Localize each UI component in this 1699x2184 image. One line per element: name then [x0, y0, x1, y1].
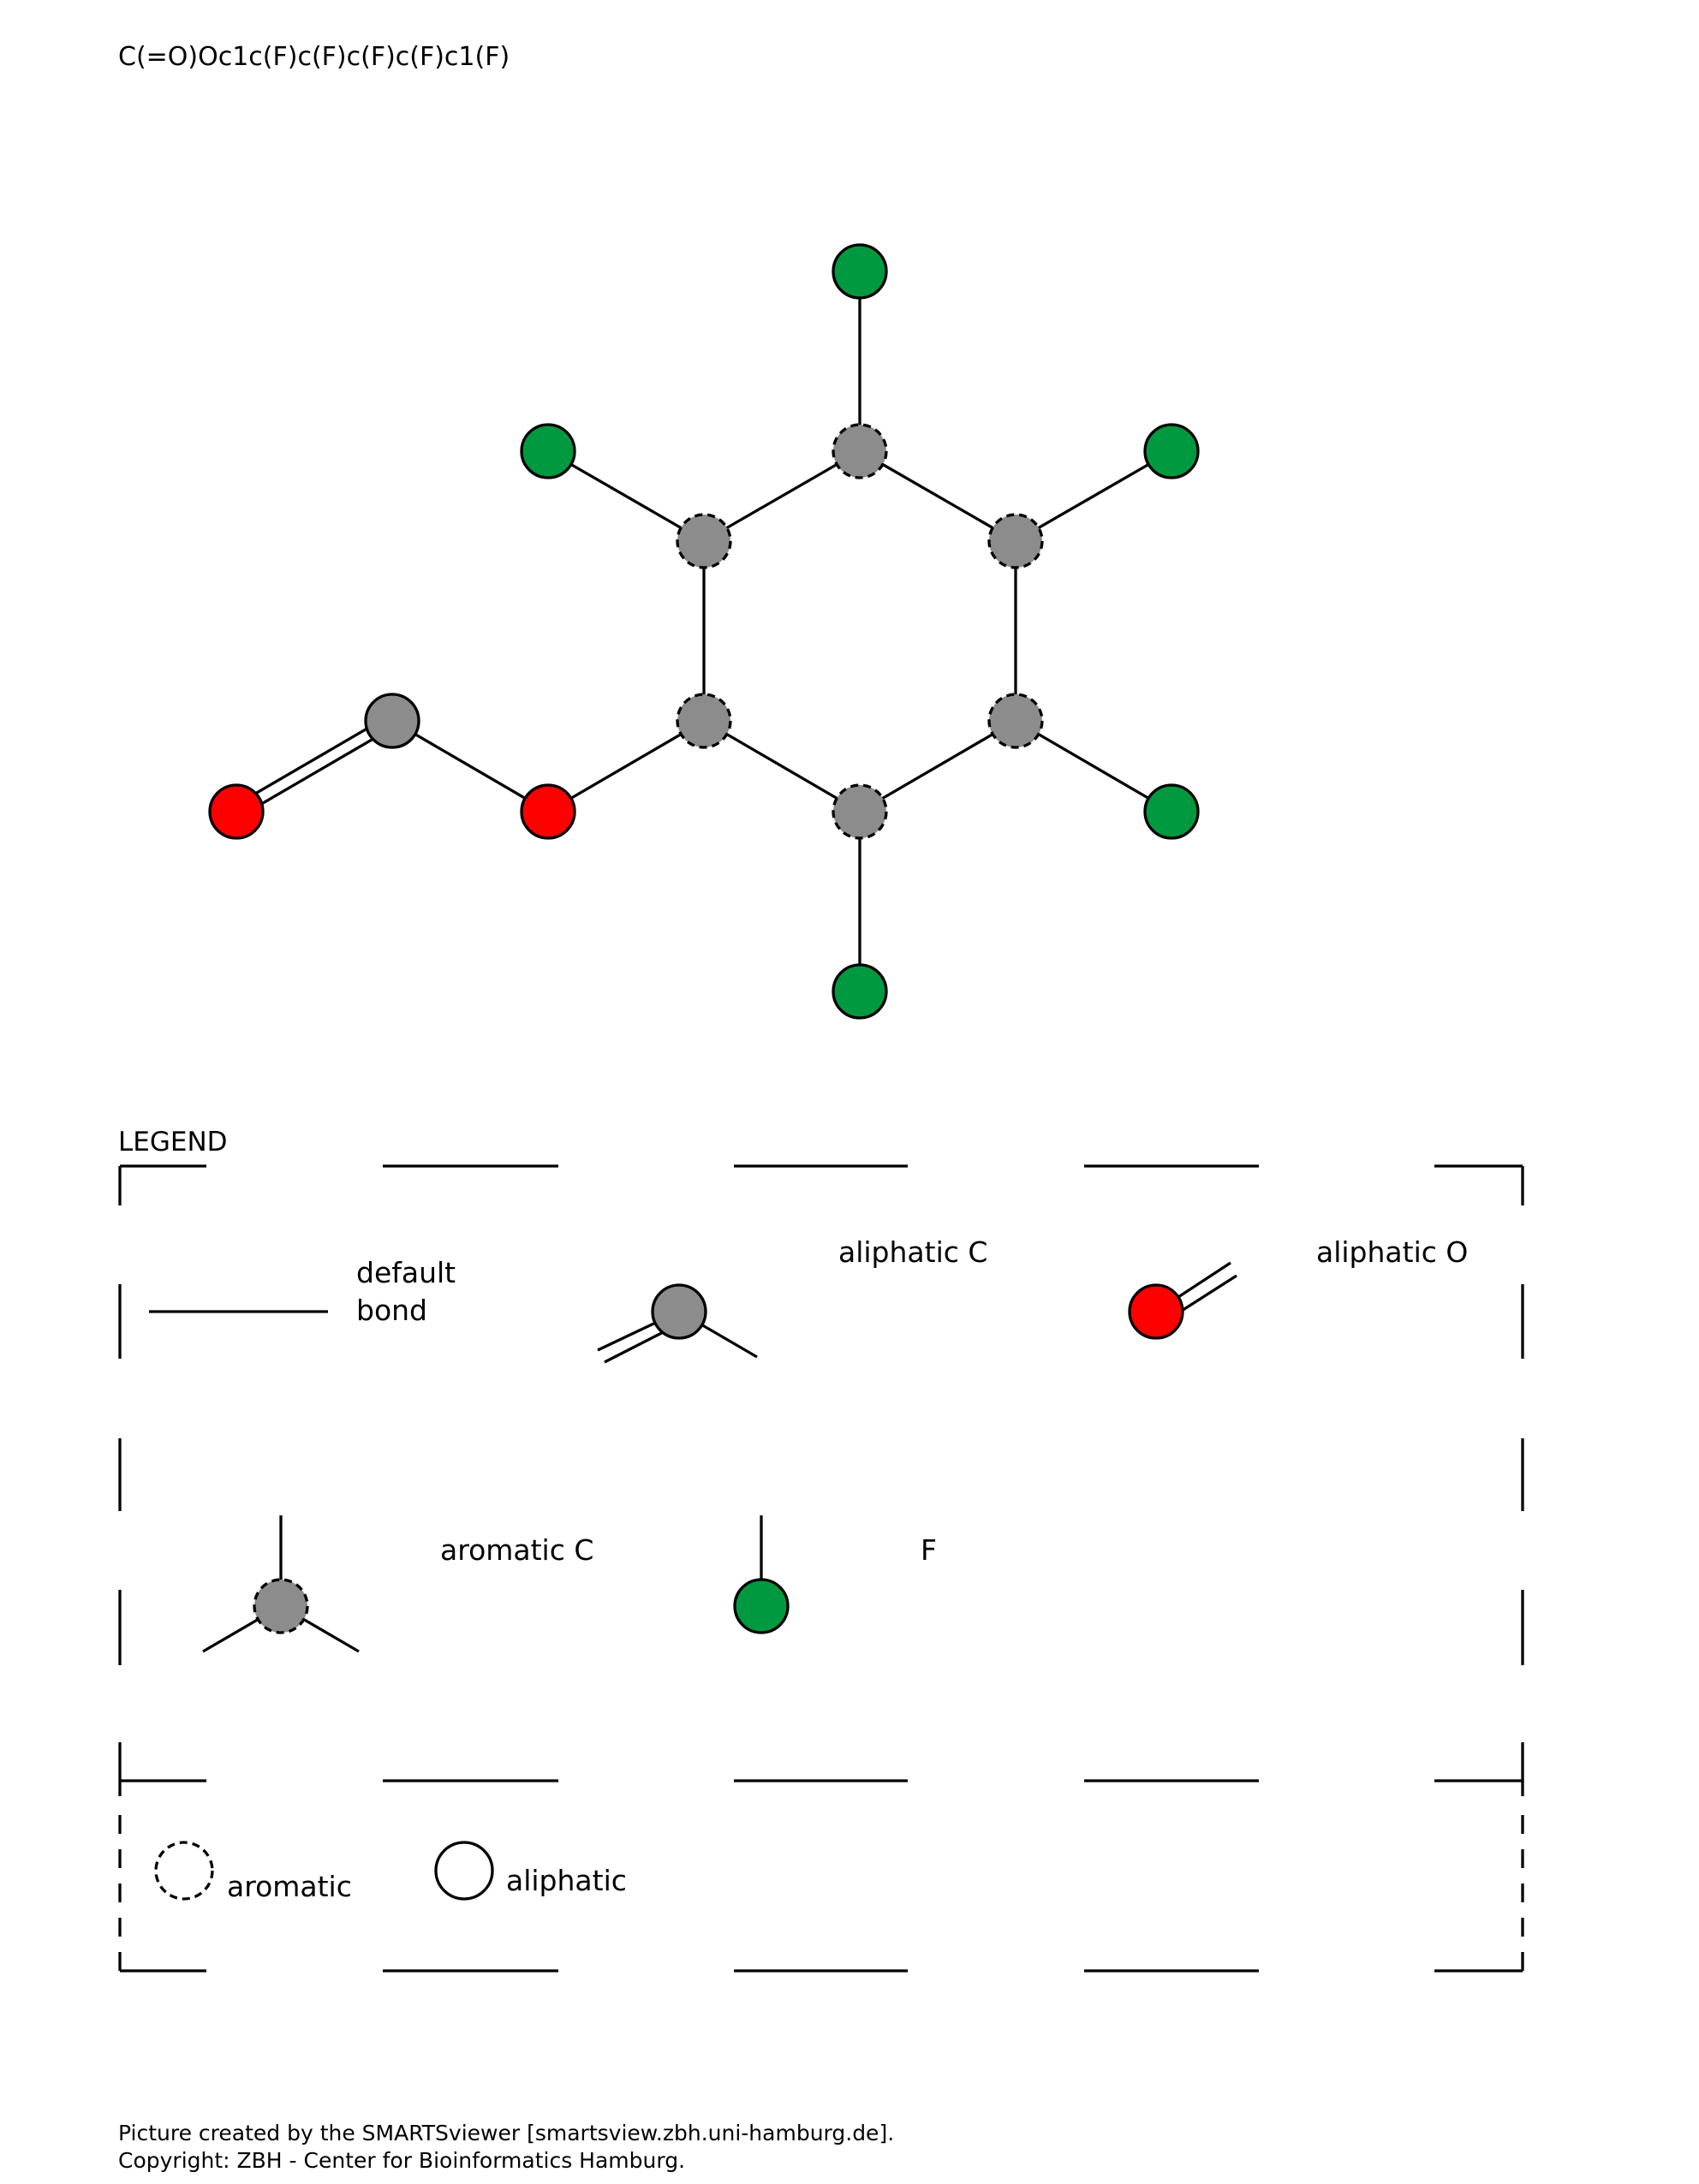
aromatic-carbon-atom-a5 [987, 693, 1044, 749]
legend-item-aliphatic-oxygen: aliphatic O [1128, 1235, 1468, 1340]
legend-aromatic-dashed-circle [154, 1841, 214, 1901]
bond-a5-F4 [1015, 719, 1172, 813]
legend-item-aliphatic-carbon: aliphatic C [597, 1235, 987, 1364]
bond-a4-F3 [1015, 449, 1172, 543]
legend-fluorine-atom [733, 1578, 790, 1634]
legend-item-fluorine: F [733, 1515, 937, 1634]
legend-aromatic-style-label: aromatic [227, 1870, 352, 1903]
bond-a3-a4 [859, 449, 1016, 543]
bond-C1-O2 [391, 719, 549, 813]
legend-title: LEGEND [118, 1127, 228, 1157]
molecule-graph [208, 243, 1200, 1020]
aliphatic-fluorine-atom-F3 [1143, 423, 1200, 479]
legend-aromatic-carbon-atom [253, 1578, 309, 1634]
molecule-atoms [208, 243, 1200, 1020]
bond-O2-a1 [547, 719, 705, 813]
bond-a2-a3 [703, 449, 861, 543]
legend-aliphatic-solid-circle [434, 1841, 494, 1901]
aromatic-carbon-atom-a6 [832, 783, 888, 840]
legend-aliphatic-oxygen-atom [1128, 1283, 1184, 1340]
legend: LEGEND default bond aliphatic C aliphati… [118, 1127, 1524, 1973]
legend-item-aliphatic-style: aliphatic [434, 1841, 627, 1901]
aliphatic-fluorine-atom-F4 [1143, 783, 1200, 840]
footer-copyright: Copyright: ZBH - Center for Bioinformati… [118, 2148, 685, 2173]
bond-C1-O1-b [238, 724, 396, 818]
legend-default-bond-label-2: bond [356, 1294, 427, 1327]
aromatic-carbon-atom-a3 [832, 423, 888, 479]
legend-item-aromatic-style: aromatic [154, 1841, 352, 1903]
bond-a2-F1 [547, 449, 705, 543]
footer-credit: Picture created by the SMARTSviewer [sma… [118, 2121, 894, 2145]
aromatic-carbon-atom-a1 [676, 693, 732, 749]
legend-frame [118, 1164, 1524, 1973]
bond-a6-a1 [703, 719, 861, 813]
legend-aliphatic-style-label: aliphatic [506, 1864, 627, 1897]
aliphatic-oxygen-atom-O2 [520, 783, 576, 840]
aromatic-carbon-atom-a4 [987, 513, 1044, 569]
molecule-bonds [232, 271, 1172, 991]
aliphatic-fluorine-atom-F2 [832, 243, 888, 300]
legend-aliphatic-o-label: aliphatic O [1316, 1235, 1468, 1269]
bond-C1-O1-a [232, 714, 390, 808]
legend-default-bond-label-1: default [356, 1256, 456, 1289]
legend-item-aromatic-carbon: aromatic C [202, 1515, 593, 1653]
legend-aliphatic-c-label: aliphatic C [838, 1235, 987, 1269]
legend-fluorine-label: F [921, 1533, 937, 1567]
legend-aromatic-c-label: aromatic C [440, 1533, 593, 1567]
aliphatic-fluorine-atom-F5 [832, 963, 888, 1020]
legend-aliphatic-carbon-atom [651, 1283, 707, 1340]
aliphatic-oxygen-atom-O1 [208, 783, 265, 840]
aromatic-carbon-atom-a2 [676, 513, 732, 569]
aliphatic-fluorine-atom-F1 [520, 423, 576, 479]
legend-item-default-bond: default bond [149, 1256, 456, 1327]
bond-a5-a6 [859, 719, 1016, 813]
smarts-string: C(=O)Oc1c(F)c(F)c(F)c(F)c1(F) [118, 42, 510, 72]
aliphatic-carbon-atom-C1 [364, 693, 420, 749]
